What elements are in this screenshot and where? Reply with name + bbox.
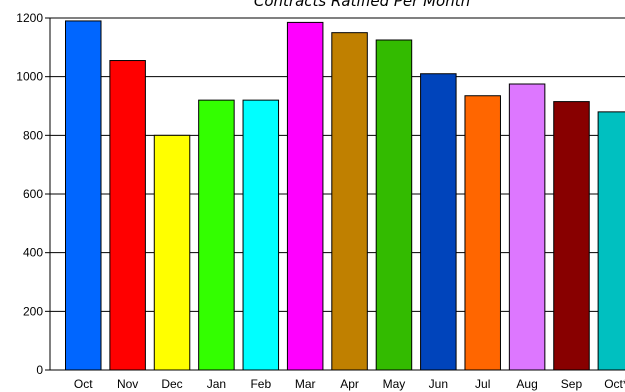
x-tick-label: Apr [340, 377, 359, 391]
bar-oct-0 [65, 20, 102, 371]
bar-feb-4 [242, 99, 280, 371]
y-tick-label: 1000 [16, 70, 43, 84]
bar-may-7 [375, 39, 413, 371]
y-tick-label: 200 [23, 304, 43, 318]
bar-mar-5 [286, 21, 324, 371]
x-tick-label: Oct [74, 377, 93, 391]
y-tick-labels: 0 200 400 600 800 1000 1200 [16, 11, 50, 377]
x-tick-label: Dec [161, 377, 182, 391]
bar-jun-8 [420, 73, 457, 371]
y-tick-label: 0 [36, 363, 43, 377]
x-tick-labels: Oct Nov Dec Jan Feb Mar Apr May Jun Jul Aug Sep Oct* [74, 377, 625, 391]
bar-oct-12 [597, 111, 625, 371]
x-tick-label: Sep [561, 377, 583, 391]
bar-jul-9 [464, 95, 501, 371]
x-tick-label: Feb [250, 377, 271, 391]
x-tick-label: Aug [516, 377, 537, 391]
y-tick-label: 400 [23, 246, 43, 260]
y-tick-label: 1200 [16, 11, 43, 25]
x-tick-label: Jul [475, 377, 490, 391]
x-tick-label: Jan [207, 377, 226, 391]
bars [65, 20, 625, 371]
x-tick-label: Oct* [604, 377, 625, 391]
x-tick-label: Mar [295, 377, 316, 391]
bar-jan-3 [198, 99, 235, 371]
chart-title: Contracts Ratified Per Month [254, 0, 470, 10]
y-tick-label: 800 [23, 128, 43, 142]
bar-nov-1 [109, 60, 146, 371]
bar-sep-11 [553, 101, 590, 371]
bar-dec-2 [153, 134, 191, 371]
bar-aug-10 [508, 83, 546, 371]
x-tick-label: Nov [117, 377, 138, 391]
x-tick-label: May [383, 377, 406, 391]
x-tick-label: Jun [429, 377, 448, 391]
y-tick-label: 600 [23, 187, 43, 201]
bar-apr-6 [331, 32, 368, 371]
